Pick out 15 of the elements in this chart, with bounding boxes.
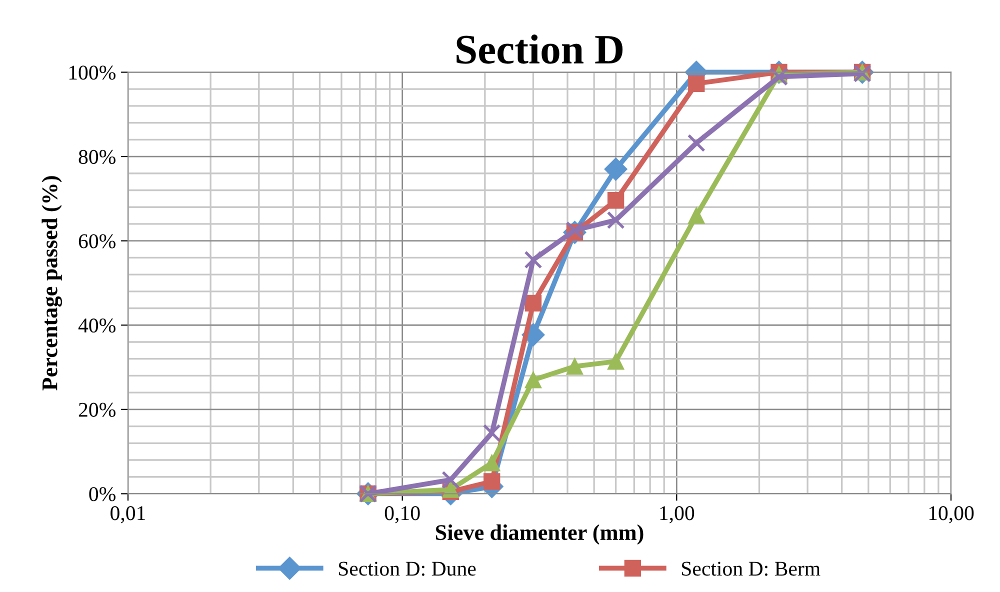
y-tick-label: 0% xyxy=(89,487,116,502)
y-axis-title: Percentage passed (%) xyxy=(42,176,62,390)
legend-label: Section D: Dune xyxy=(338,562,476,576)
x-tick-label: 0,01 xyxy=(110,506,145,524)
x-tick-label: 10,00 xyxy=(929,506,974,524)
y-tick-label: 60% xyxy=(78,234,116,248)
x-tick-label: 0,10 xyxy=(384,506,420,524)
x-axis-title: Sieve diamenter (mm) xyxy=(436,524,644,545)
chart-title: Section D xyxy=(456,34,623,64)
x-tick-label: 1,00 xyxy=(660,506,694,524)
y-tick-label: 40% xyxy=(78,318,116,333)
y-tick-label: 100% xyxy=(69,66,116,80)
y-tick-label: 20% xyxy=(78,402,116,417)
legend-label: Section D: Berm xyxy=(682,562,820,576)
y-tick-label: 80% xyxy=(78,150,116,164)
